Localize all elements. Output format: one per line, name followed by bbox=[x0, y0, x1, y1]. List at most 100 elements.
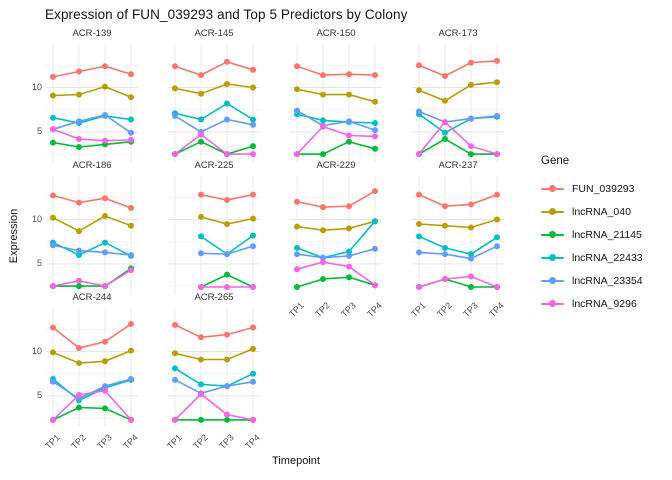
facet-ACR-225: ACR-225 bbox=[168, 160, 260, 295]
data-point bbox=[224, 116, 230, 123]
data-point bbox=[172, 350, 178, 357]
data-point bbox=[320, 117, 326, 124]
data-point bbox=[50, 73, 56, 80]
series-lncRNA_9296 bbox=[416, 273, 500, 290]
x-tick-label: TP2 bbox=[313, 300, 333, 320]
series-lncRNA_23354 bbox=[172, 112, 256, 135]
series-lncRNA_22433 bbox=[172, 100, 256, 123]
facet-panel bbox=[46, 44, 138, 163]
series-lncRNA_9296 bbox=[50, 126, 134, 144]
facet-ACR-229: ACR-229 TP1 TP2 TP3 TP4 bbox=[288, 160, 385, 319]
data-point bbox=[224, 197, 230, 203]
data-point bbox=[250, 121, 256, 128]
y-tick-label: 5 bbox=[36, 390, 42, 401]
data-point bbox=[442, 244, 448, 251]
data-point bbox=[102, 358, 108, 365]
series-lncRNA_23354 bbox=[416, 108, 500, 126]
data-point bbox=[198, 213, 204, 220]
legend-key-icon bbox=[541, 182, 564, 196]
data-point bbox=[224, 58, 230, 65]
legend-entry-label: lncRNA_040 bbox=[572, 205, 631, 218]
data-point bbox=[372, 218, 378, 225]
data-point bbox=[320, 227, 326, 234]
data-point bbox=[198, 233, 204, 240]
y-tick-label: 5 bbox=[36, 258, 42, 269]
data-point bbox=[416, 108, 422, 115]
data-point bbox=[76, 345, 82, 351]
series-FUN_039293 bbox=[294, 63, 378, 79]
data-point bbox=[102, 283, 108, 290]
data-point bbox=[198, 381, 204, 388]
legend-entry-label: lncRNA_23354 bbox=[572, 274, 643, 287]
data-point bbox=[346, 138, 352, 145]
series-FUN_039293 bbox=[294, 188, 378, 211]
x-tick-label: TP3 bbox=[339, 300, 359, 320]
data-point bbox=[372, 282, 378, 289]
x-tick-label: TP3 bbox=[461, 300, 481, 320]
series-lncRNA_9296 bbox=[294, 259, 378, 289]
x-tick-label: TP2 bbox=[191, 432, 211, 452]
legend-title: Gene bbox=[541, 155, 570, 167]
data-point bbox=[128, 222, 134, 229]
series-lncRNA_23354 bbox=[416, 243, 500, 262]
data-point bbox=[172, 376, 178, 383]
data-point bbox=[468, 59, 474, 66]
data-point bbox=[50, 214, 56, 221]
data-point bbox=[50, 242, 56, 249]
data-point bbox=[224, 284, 230, 290]
y-tick-label: 5 bbox=[36, 126, 42, 137]
data-point bbox=[494, 243, 500, 250]
data-point bbox=[442, 73, 448, 79]
data-point bbox=[320, 259, 326, 266]
data-point bbox=[320, 91, 326, 98]
data-point bbox=[224, 356, 230, 363]
facet-panel bbox=[46, 308, 138, 427]
data-point bbox=[198, 250, 204, 257]
data-point bbox=[494, 79, 500, 86]
data-point bbox=[346, 274, 352, 281]
series-lncRNA_040 bbox=[172, 81, 256, 97]
data-point bbox=[468, 81, 474, 88]
series-lncRNA_9296 bbox=[416, 119, 500, 158]
data-point bbox=[76, 199, 82, 206]
data-point bbox=[128, 321, 134, 327]
data-point bbox=[346, 71, 352, 78]
data-point bbox=[172, 112, 178, 119]
data-point bbox=[250, 232, 256, 239]
data-point bbox=[50, 283, 56, 290]
data-point bbox=[198, 334, 204, 341]
data-point bbox=[76, 136, 82, 142]
legend-entry-FUN_039293: FUN_039293 bbox=[541, 177, 643, 200]
facet-ACR-139: ACR-139 5 10 bbox=[32, 28, 138, 163]
facet-label: ACR-173 bbox=[438, 28, 478, 39]
data-point bbox=[320, 151, 326, 158]
series-lncRNA_21145 bbox=[294, 274, 378, 290]
grid-lines bbox=[46, 176, 138, 295]
data-point bbox=[250, 243, 256, 250]
data-point bbox=[250, 191, 256, 198]
data-point bbox=[320, 72, 326, 79]
data-point bbox=[128, 416, 134, 423]
data-point bbox=[102, 213, 108, 219]
data-point bbox=[50, 192, 56, 199]
x-tick-label: TP1 bbox=[43, 432, 63, 452]
y-axis-title: Expression bbox=[8, 208, 20, 264]
series-lncRNA_21145 bbox=[50, 265, 134, 290]
facet-ACR-150: ACR-150 bbox=[290, 28, 382, 163]
series-lncRNA_040 bbox=[416, 216, 500, 231]
data-point bbox=[294, 86, 300, 93]
data-point bbox=[172, 321, 178, 328]
data-point bbox=[494, 57, 500, 64]
facet-label: ACR-186 bbox=[72, 160, 112, 171]
data-point bbox=[372, 245, 378, 252]
data-point bbox=[76, 247, 82, 254]
series-lncRNA_23354 bbox=[50, 376, 134, 402]
facet-label: ACR-265 bbox=[194, 292, 234, 303]
facet-ACR-173: ACR-173 bbox=[412, 28, 504, 163]
data-point bbox=[442, 136, 448, 142]
data-point bbox=[346, 91, 352, 98]
data-point bbox=[102, 239, 108, 246]
data-point bbox=[294, 244, 300, 251]
series-lncRNA_21145 bbox=[50, 404, 134, 423]
data-point bbox=[372, 145, 378, 152]
